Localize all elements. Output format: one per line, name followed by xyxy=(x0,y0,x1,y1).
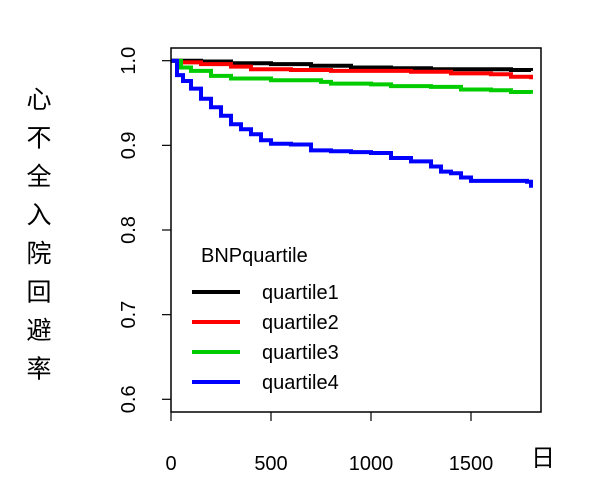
series-line-quartile4 xyxy=(171,58,533,188)
x-axis-label: 日 xyxy=(531,445,555,472)
legend-label-quartile1: quartile1 xyxy=(262,282,339,304)
series-line-quartile1 xyxy=(171,58,533,72)
x-tick-label: 0 xyxy=(165,453,176,475)
y-tick-label: 0.6 xyxy=(118,385,140,413)
x-axis: 0 500 1000 1500 xyxy=(165,412,493,475)
y-tick-label: 0.8 xyxy=(118,216,140,244)
legend: BNPquartile quartile1 quartile2 quartile3 q… xyxy=(192,245,339,394)
series-line-quartile2 xyxy=(171,58,533,80)
x-tick-label: 1500 xyxy=(449,453,494,475)
plot-lines xyxy=(171,58,533,188)
y-axis-label: 心不全入院回避率 xyxy=(26,86,51,384)
legend-label-quartile3: quartile3 xyxy=(262,342,339,364)
x-tick-label: 500 xyxy=(254,453,287,475)
legend-label-quartile4: quartile4 xyxy=(262,372,339,394)
legend-label-quartile2: quartile2 xyxy=(262,312,339,334)
y-axis: 0.6 0.7 0.8 0.9 1.0 xyxy=(118,47,171,413)
legend-title: BNPquartile xyxy=(201,245,308,267)
y-tick-label: 0.7 xyxy=(118,301,140,329)
plot-frame xyxy=(170,47,542,413)
y-axis-label-text: 心不全入院回避率 xyxy=(26,86,51,384)
series-line-quartile3 xyxy=(171,58,533,94)
y-tick-label: 1.0 xyxy=(118,47,140,75)
y-tick-label: 0.9 xyxy=(118,131,140,159)
x-tick-label: 1000 xyxy=(349,453,394,475)
